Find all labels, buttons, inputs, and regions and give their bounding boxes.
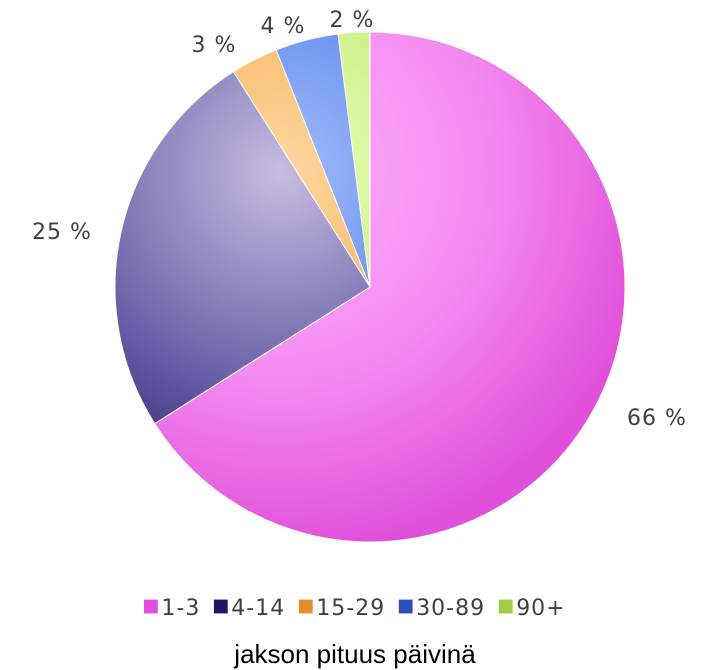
legend-label-90+: 90+ bbox=[516, 596, 565, 621]
legend-swatch-4-14 bbox=[213, 599, 228, 614]
pie-slice-1-3 bbox=[154, 31, 626, 543]
data-label-4-14: 25 % bbox=[32, 220, 92, 245]
data-labels: 66 % 25 % 3 % 4 % 2 % bbox=[32, 8, 687, 431]
pie-slices bbox=[114, 31, 626, 543]
legend-swatch-15-29 bbox=[298, 599, 313, 614]
pie-slice-4-14 bbox=[114, 71, 371, 425]
pie-slice-90+ bbox=[337, 31, 371, 288]
data-label-15-29: 3 % bbox=[192, 33, 237, 58]
legend-swatch-90+ bbox=[498, 599, 513, 614]
legend-label-30-89: 30-89 bbox=[416, 596, 485, 621]
legend-label-15-29: 15-29 bbox=[316, 596, 385, 621]
data-label-30-89: 4 % bbox=[261, 14, 306, 39]
legend: 1-3 4-14 15-29 30-89 90+ bbox=[143, 596, 565, 621]
legend-swatch-30-89 bbox=[398, 599, 413, 614]
data-label-90+: 2 % bbox=[330, 8, 375, 33]
legend-label-1-3: 1-3 bbox=[161, 596, 200, 621]
legend-label-4-14: 4-14 bbox=[231, 596, 285, 621]
legend-swatch-1-3 bbox=[143, 599, 158, 614]
legend-title: jakson pituus päivinä bbox=[233, 639, 476, 669]
data-label-1-3: 66 % bbox=[627, 406, 687, 431]
